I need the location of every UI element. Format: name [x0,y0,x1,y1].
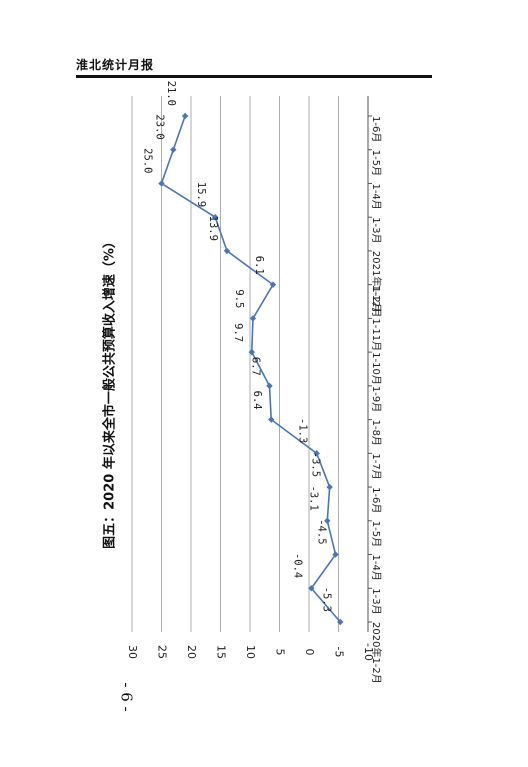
data-label: 15.9 [195,182,207,207]
data-point [266,382,273,390]
y-tick-label: -10 [362,643,375,661]
y-tick-label: 5 [274,649,287,656]
data-label: -3.1 [307,486,319,511]
category-label: 1-10月 [370,352,382,385]
data-label: 6.1 [253,256,265,275]
data-point [249,315,257,322]
data-label: 21.0 [165,81,177,106]
data-label: 23.0 [153,114,165,139]
header-rule [76,75,432,78]
y-tick-label: 25 [156,645,169,659]
data-label: -4.5 [316,519,328,544]
data-point [308,585,315,592]
data-point [181,112,189,120]
y-tick-label: 0 [303,649,316,656]
y-tick-label: 10 [244,645,257,659]
data-label: 6.4 [251,391,263,410]
category-label: 1-3月 [370,217,382,243]
category-label: 1-4月 [370,555,382,581]
data-label: 25.0 [142,148,154,173]
data-label: 6.7 [249,357,261,376]
data-label: -0.4 [291,553,303,578]
category-label: 1-7月 [370,453,382,479]
category-label: 2020年1-2月 [370,622,383,684]
category-label: 2021年1-2月 [370,251,383,313]
category-label: 1-6月 [370,487,382,513]
data-label: -1.3 [297,418,309,443]
data-point [337,618,344,626]
y-tick-label: 15 [215,645,228,659]
series-layer [158,112,344,626]
grid-layer [131,96,339,632]
y-tick-label: -5 [333,647,346,658]
data-point [170,146,177,153]
category-label: 1-6月 [370,116,382,142]
y-tick-label: 30 [126,645,139,659]
axis-layer: -10 -5 0 5 10 15 20 25 30 2020年1-2月 1-3月 1-4月 1-5月 1-… [126,96,383,684]
data-label: 9.7 [232,323,244,342]
data-point [268,416,275,423]
data-point [223,247,231,255]
data-point [269,281,277,288]
category-label: 1-12月 [370,285,382,318]
category-label: 1-3月 [370,588,382,614]
category-label: 1-8月 [370,420,382,446]
chart-title: 图五：2020 年以来全市一般公共预算收入增速（%） [102,235,118,549]
category-label: 1-4月 [370,183,382,209]
label-layer: -5.3 -0.4 -4.5 -3.1 -3.5-1.3 6.4 6.7 9.7 9.5 6.1 1… [142,81,333,612]
data-label: -5.3 [320,587,332,612]
data-point [324,517,331,524]
data-label: 9.5 [233,289,245,308]
category-label: 1-5月 [370,521,382,547]
data-point [313,450,320,457]
data-point [211,214,219,221]
header-title: 淮北统计月报 [76,58,155,72]
data-point [248,348,255,356]
category-label: 1-5月 [370,150,382,176]
data-label: -3.5 [310,452,322,477]
data-point [326,483,333,491]
y-tick-label: 20 [185,645,198,659]
series-line [160,115,341,623]
data-point [158,180,165,187]
data-point [332,551,339,558]
data-label: 13.9 [207,216,219,241]
category-label: 1-11月 [370,318,382,351]
category-label: 1-9月 [370,386,382,412]
